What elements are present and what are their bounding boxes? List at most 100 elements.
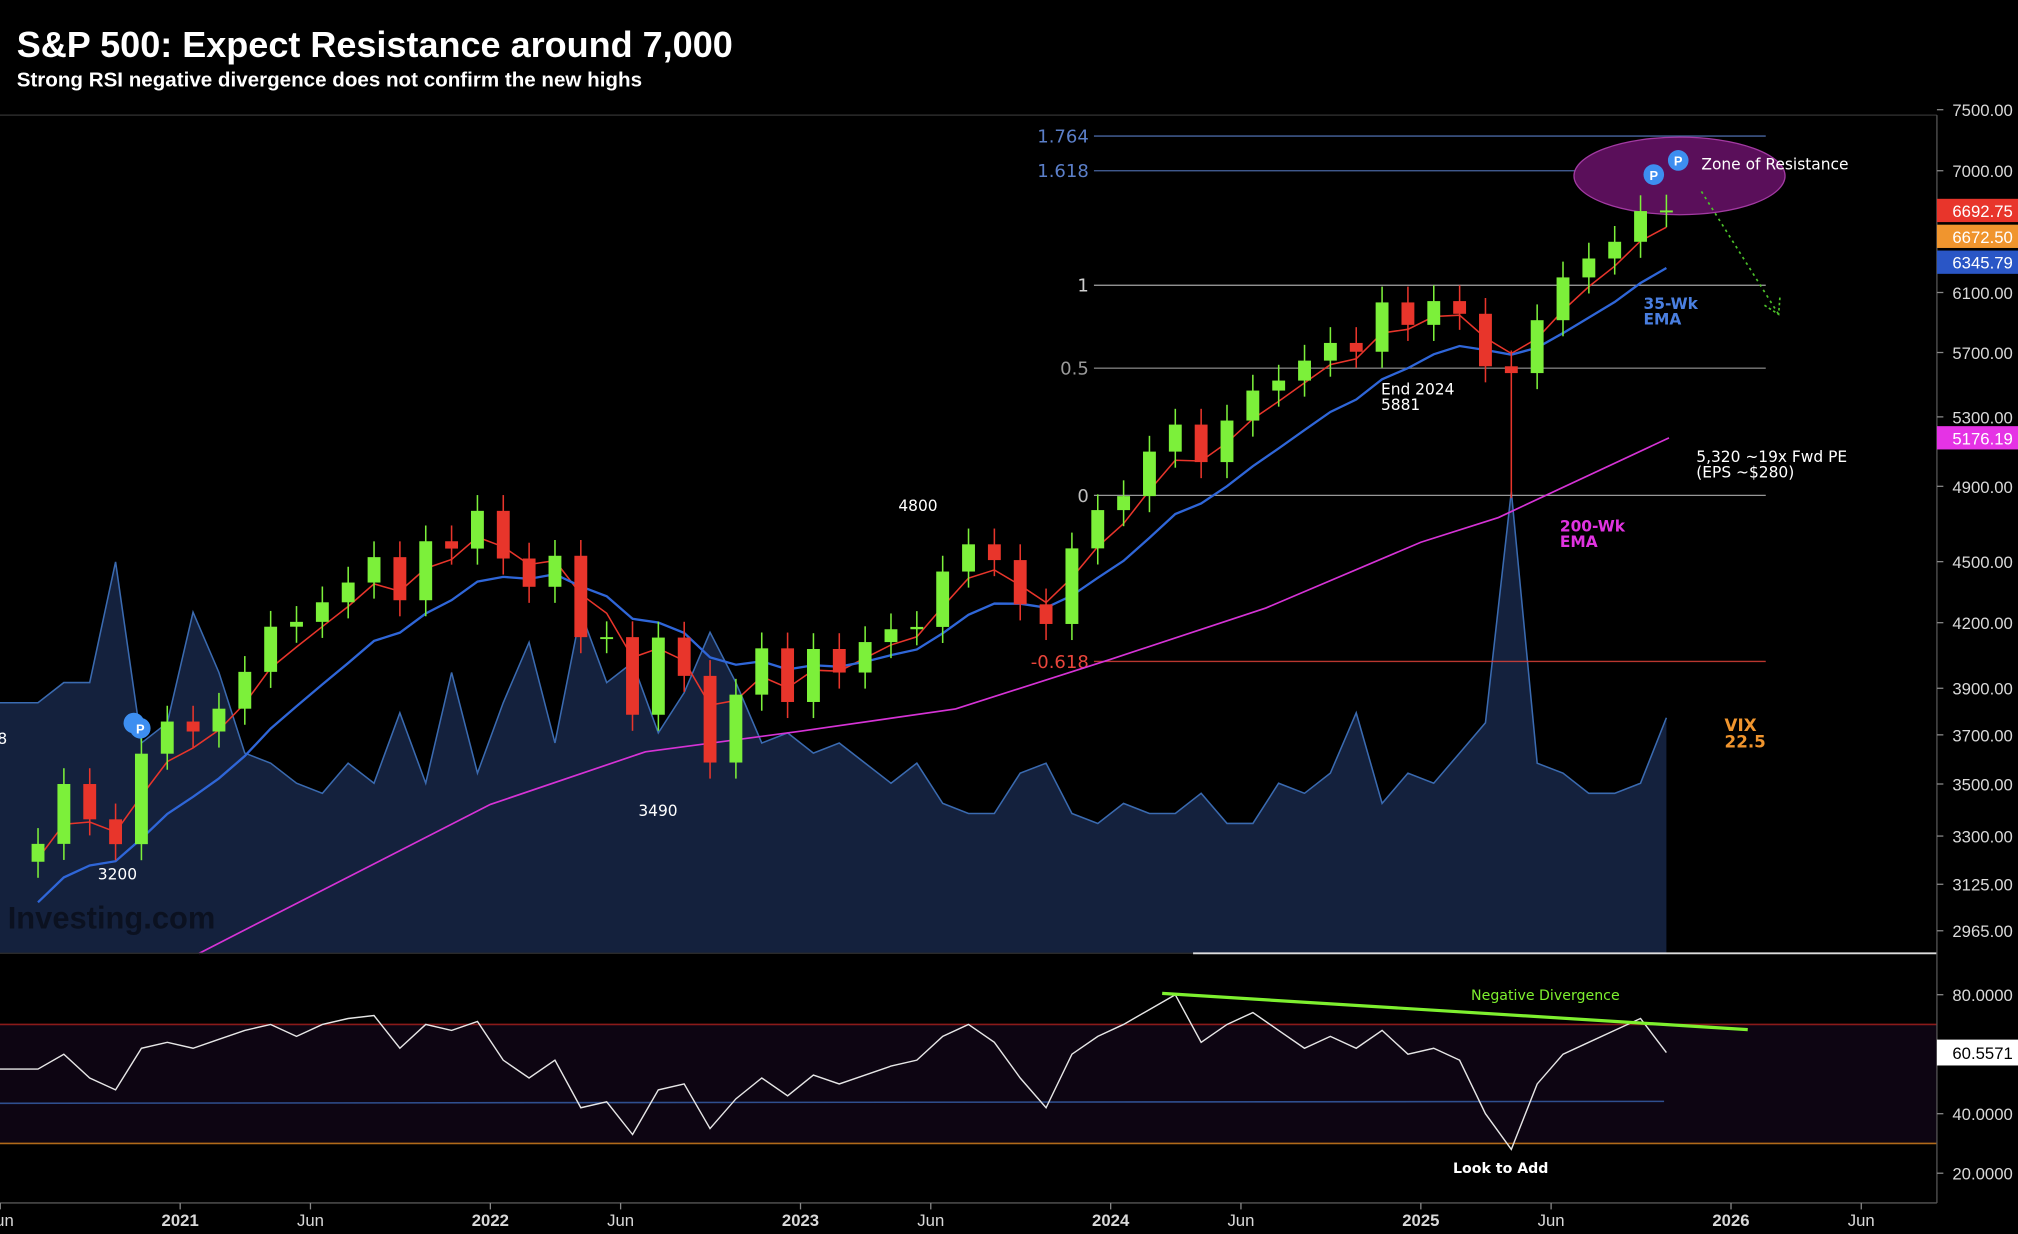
candle	[1194, 408, 1208, 479]
rsi-tick-label: 80.0000	[1952, 986, 2012, 1005]
candle	[290, 606, 303, 643]
price-tick-label: 7000.00	[1952, 162, 2012, 181]
price-tag	[1936, 198, 2018, 223]
candle	[238, 656, 252, 725]
negative-divergence-label: Negative Divergence	[1471, 988, 1620, 1004]
rsi-tick-label: 20.0000	[1952, 1165, 2012, 1184]
candle-body	[807, 648, 820, 702]
time-tick-label: Jun	[1538, 1211, 1565, 1230]
rsi-tag-label: 60.5571	[1952, 1044, 2012, 1063]
vix-label: VIX	[1725, 715, 1757, 735]
candle	[341, 566, 355, 619]
candle	[57, 768, 71, 860]
candle	[160, 705, 174, 770]
p-badge[interactable]: P	[1643, 164, 1665, 185]
candle	[936, 555, 950, 643]
time-tick-label: Jun	[0, 1211, 14, 1230]
candle	[1453, 285, 1467, 330]
candle	[1401, 286, 1415, 341]
candle-body	[548, 555, 562, 587]
candle-body	[522, 558, 536, 587]
candle-body	[936, 571, 950, 627]
rsi-band	[0, 1024, 1937, 1144]
ema-35wk-line	[37, 267, 1667, 904]
candle-body	[987, 544, 1001, 561]
candle	[186, 705, 200, 748]
candle	[393, 541, 407, 617]
fib-layer: 1.764 1.618 1 0.5 0 -0.618	[1031, 126, 1766, 673]
axes: 7500.00 7000.00 6100.00 5700.00 5300.00 4900.…	[0, 101, 2018, 1230]
candle-body	[1556, 277, 1570, 321]
time-tick-label: Jun	[1227, 1211, 1254, 1230]
candle	[884, 613, 898, 659]
candle	[1582, 242, 1596, 294]
candle	[31, 828, 45, 878]
candle	[600, 621, 614, 654]
svg-text:P: P	[136, 721, 145, 736]
candle-body	[884, 629, 898, 643]
look-to-add-label: Look to Add	[1453, 1161, 1548, 1177]
time-tick-label: 2024	[1092, 1211, 1130, 1230]
time-tick-label: 2022	[472, 1211, 509, 1230]
candle-body	[496, 510, 510, 559]
candle	[445, 525, 459, 565]
candle	[1013, 544, 1027, 621]
rsi-tag	[1936, 1039, 2018, 1066]
level-cut: 8	[0, 730, 7, 748]
fib-label: -0.618	[1031, 652, 1089, 673]
rsi-layer	[0, 993, 1937, 1151]
candle-body	[1401, 302, 1415, 325]
candle	[832, 633, 846, 689]
price-tick-label: 4500.00	[1952, 553, 2012, 572]
candle-body	[470, 510, 484, 549]
candle	[677, 621, 691, 692]
p-badge[interactable]: P	[123, 712, 151, 739]
candle-body	[160, 721, 174, 754]
candle	[574, 539, 588, 654]
pe-label-2: (EPS ~$280)	[1696, 463, 1794, 481]
candle-body	[1530, 320, 1544, 374]
rsi-midline	[0, 1100, 1665, 1105]
price-tag-label: 6672.50	[1952, 228, 2012, 247]
candle	[1375, 286, 1389, 368]
price-tick-label: 4900.00	[1952, 478, 2012, 497]
candle-body	[677, 637, 691, 676]
candle	[755, 632, 769, 711]
ema200-label: 200-Wk	[1560, 518, 1626, 536]
candle-body	[1504, 366, 1518, 374]
candle-body	[1168, 424, 1182, 452]
vix-line	[0, 491, 1668, 825]
candle-body	[1375, 302, 1389, 352]
candle	[1246, 374, 1260, 437]
candle	[910, 611, 924, 646]
pe-label: 5,320 ~19x Fwd PE	[1696, 448, 1847, 466]
time-tick-label: Jun	[917, 1211, 944, 1230]
price-tag	[1936, 224, 2018, 248]
candle	[83, 768, 97, 836]
candle-body	[1117, 496, 1131, 511]
candle-body	[910, 626, 924, 630]
vix-layer	[0, 491, 1668, 954]
candle-body	[1065, 548, 1079, 624]
candle-body	[341, 582, 355, 603]
candle	[1530, 304, 1544, 390]
price-tag	[1936, 426, 2018, 450]
end-2024-value: 5881	[1381, 396, 1420, 414]
candle-body	[703, 675, 717, 763]
candle-body	[1634, 211, 1647, 242]
candle-body	[419, 541, 433, 601]
candle	[1143, 435, 1156, 513]
candle-body	[1298, 360, 1311, 381]
price-tick-label: 5300.00	[1952, 408, 2012, 427]
candle-body	[600, 637, 614, 640]
candle	[134, 737, 148, 861]
candle-body	[574, 555, 588, 638]
candle	[1634, 195, 1647, 258]
candle	[496, 495, 510, 575]
candle-body	[186, 721, 200, 732]
candle	[264, 610, 278, 688]
candle	[1504, 350, 1518, 499]
p-badge[interactable]: P	[1667, 150, 1689, 171]
candle	[703, 660, 717, 779]
zone-label: Zone of Resistance	[1701, 155, 1848, 173]
